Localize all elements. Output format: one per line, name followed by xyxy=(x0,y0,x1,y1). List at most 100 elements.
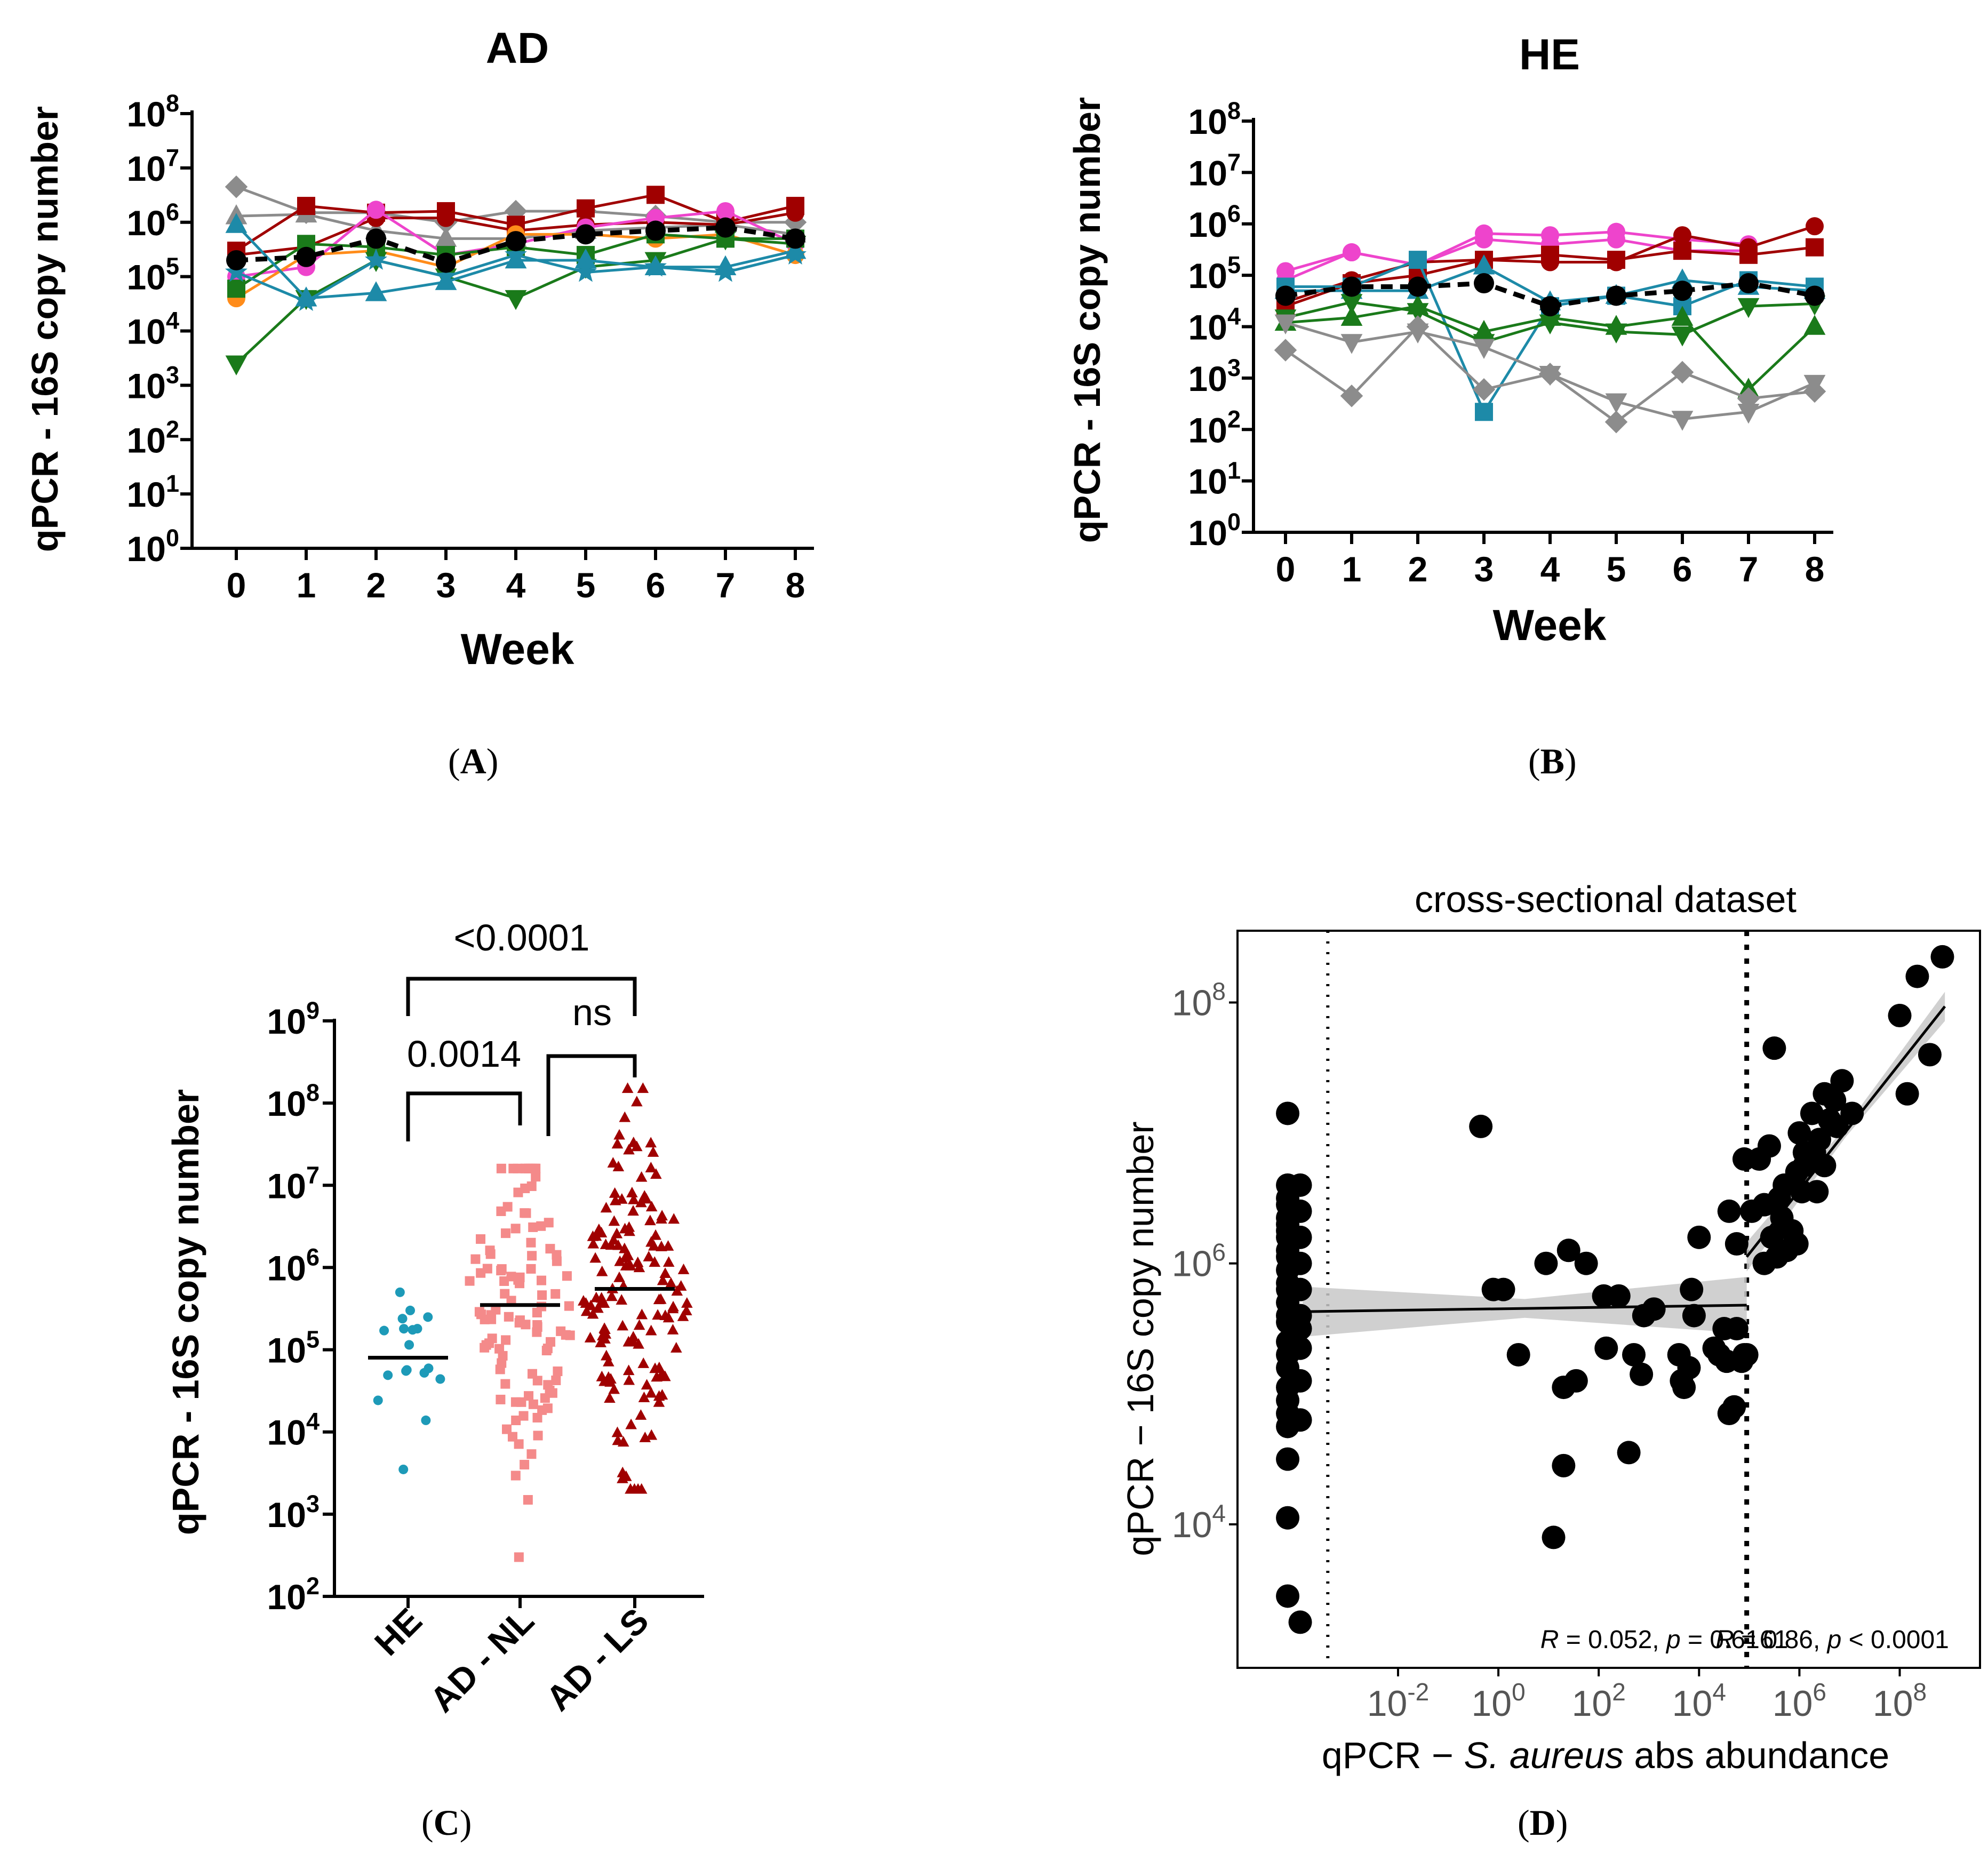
panelB-point-black-dashed-mean xyxy=(1342,276,1362,297)
panelA-point-gray-triangle xyxy=(435,227,457,247)
panel-d-x-label-post: abs abundance xyxy=(1624,1735,1889,1776)
panelD-stat-annotation: R = 0.86, p < 0.0001 xyxy=(1715,1626,1949,1654)
panelA-point-black-dashed-mean xyxy=(506,231,526,252)
panelB-y-tick-label-base: 10 xyxy=(1188,256,1227,295)
panelC-point-AD - LS xyxy=(616,1193,628,1204)
panelB-point-gray-triangle-down xyxy=(1539,365,1561,386)
panelD-y-tick-label-exp: 8 xyxy=(1212,978,1226,1005)
panelC-point-AD - NL xyxy=(564,1301,574,1311)
panelC-point-AD - NL xyxy=(487,1333,497,1344)
panelD-stat-part: < 0.0001 xyxy=(1841,1626,1949,1654)
panelD-point xyxy=(1918,1043,1942,1067)
panelC-point-AD - NL xyxy=(496,1394,506,1404)
panel-b-x-axis-label: Week xyxy=(1493,601,1607,650)
panelA-point-teal-star xyxy=(784,243,807,265)
panel-a-chart: AD qPCR - 16S copy number Week 100101102… xyxy=(24,24,814,674)
panelA-y-tick-label: 102 xyxy=(127,415,179,460)
panelD-point xyxy=(1630,1362,1654,1386)
panelB-point-darkred-square xyxy=(1541,245,1559,264)
panelA-point-teal-triangle xyxy=(365,281,387,301)
panelC-point-AD - LS xyxy=(647,1146,659,1157)
panelD-x-tick-label: 10-2 xyxy=(1367,1678,1430,1724)
panelB-y-tick-label-exp: 5 xyxy=(1227,251,1241,278)
panelC-point-AD - NL xyxy=(502,1202,513,1212)
panelD-stat-part: = 0.052, xyxy=(1559,1626,1666,1654)
panelC-point-AD - NL xyxy=(500,1228,510,1238)
panelC-point-AD - LS xyxy=(623,1374,635,1385)
panelB-x-tick-label: 5 xyxy=(1607,549,1626,589)
panelD-point xyxy=(1717,1402,1741,1426)
panelA-y-tick-label-base: 10 xyxy=(127,312,166,351)
panelA-point-black-dashed-mean xyxy=(366,228,386,249)
panelA-point-teal-triangle xyxy=(574,248,597,269)
panelD-x-tick-label: 100 xyxy=(1471,1678,1525,1724)
panelC-point-AD - NL xyxy=(516,1397,526,1407)
panelB-point-darkred-square xyxy=(1739,245,1758,264)
panelB-point-black-dashed-mean xyxy=(1805,285,1825,306)
panelB-series-teal-square xyxy=(1286,258,1815,415)
panelB-point-gray-triangle-down xyxy=(1605,393,1627,413)
panelC-point-AD - LS xyxy=(677,1264,690,1274)
panelB-point-green-triangle-down xyxy=(1671,326,1694,347)
panelC-point-AD - LS xyxy=(622,1364,635,1376)
panel-b-y-axis-label: qPCR - 16S copy number xyxy=(1066,97,1108,543)
panelA-x-tick-label: 2 xyxy=(366,565,386,605)
panelC-point-AD - LS xyxy=(596,1295,608,1306)
panelD-point xyxy=(1805,1180,1829,1204)
panelC-y-tick-label-base: 10 xyxy=(267,1084,306,1123)
panelC-point-AD - LS xyxy=(635,1409,647,1420)
panelD-point xyxy=(1717,1199,1741,1223)
panel-d-x-axis-label: qPCR − S. aureus abs abundance xyxy=(1322,1735,1889,1776)
panelD-point xyxy=(1762,1036,1786,1060)
panelC-point-HE xyxy=(379,1325,389,1336)
panelC-point-AD - NL xyxy=(510,1471,521,1481)
panelC-point-HE xyxy=(423,1312,433,1322)
panelC-point-AD - LS xyxy=(607,1157,619,1168)
panelD-x-tick-label-base: 10 xyxy=(1572,1683,1612,1724)
panelD-point xyxy=(1491,1277,1515,1301)
panelC-point-HE xyxy=(408,1325,418,1335)
panelC-point-AD - NL xyxy=(501,1424,512,1434)
panelB-point-green-triangle xyxy=(1340,306,1363,326)
panelA-point-darkred-square xyxy=(646,186,665,204)
panelA-point-teal-star xyxy=(504,243,528,265)
panelD-point xyxy=(1276,1584,1300,1608)
panelC-y-tick-label-base: 10 xyxy=(267,1166,306,1205)
panelD-point xyxy=(1607,1284,1631,1308)
panelD-point xyxy=(1288,1173,1312,1197)
panelA-y-tick-label-exp: 8 xyxy=(166,90,179,117)
panelC-point-AD - LS xyxy=(617,1320,629,1331)
panelC-point-AD - NL xyxy=(480,1314,490,1324)
panelC-point-AD - NL xyxy=(532,1322,542,1332)
panelD-point xyxy=(1830,1069,1854,1093)
panelA-point-gray-diamond xyxy=(225,175,248,198)
panelA-point-darkred-square xyxy=(297,197,315,215)
panelC-point-AD - NL xyxy=(480,1342,490,1353)
panelC-point-AD - NL xyxy=(514,1439,524,1449)
panelC-point-AD - LS xyxy=(668,1213,680,1224)
panelA-y-tick-label-exp: 4 xyxy=(166,307,179,334)
panelC-point-AD - NL xyxy=(474,1307,484,1317)
panelD-point xyxy=(1288,1369,1312,1393)
panelC-point-AD - NL xyxy=(562,1271,572,1281)
panelC-point-AD - LS xyxy=(614,1255,626,1266)
panel-b-title: HE xyxy=(1519,30,1580,79)
panelD-point xyxy=(1288,1277,1312,1301)
panelB-point-darkred-square xyxy=(1806,238,1824,257)
panelC-point-AD - LS xyxy=(621,1082,634,1093)
panelC-y-tick-label-exp: 8 xyxy=(306,1079,320,1106)
panelC-y-tick-label-exp: 7 xyxy=(306,1161,320,1188)
panelC-point-AD - LS xyxy=(616,1294,628,1305)
panelD-y-tick-label-base: 10 xyxy=(1172,983,1212,1024)
panelB-point-pink-line-2 xyxy=(1475,230,1493,249)
panelA-point-teal-star xyxy=(644,255,667,277)
panelD-x-tick-label-exp: 8 xyxy=(1913,1678,1927,1706)
panelC-point-AD - NL xyxy=(500,1379,510,1389)
panel-a-y-axis-label: qPCR - 16S copy number xyxy=(24,106,66,552)
panelC-point-AD - NL xyxy=(541,1346,552,1356)
panelD-point xyxy=(1905,964,1929,988)
panelC-point-AD - NL xyxy=(551,1375,561,1385)
panelC-y-tick-label-base: 10 xyxy=(267,1331,306,1370)
panelB-y-tick-label-exp: 1 xyxy=(1227,457,1241,484)
